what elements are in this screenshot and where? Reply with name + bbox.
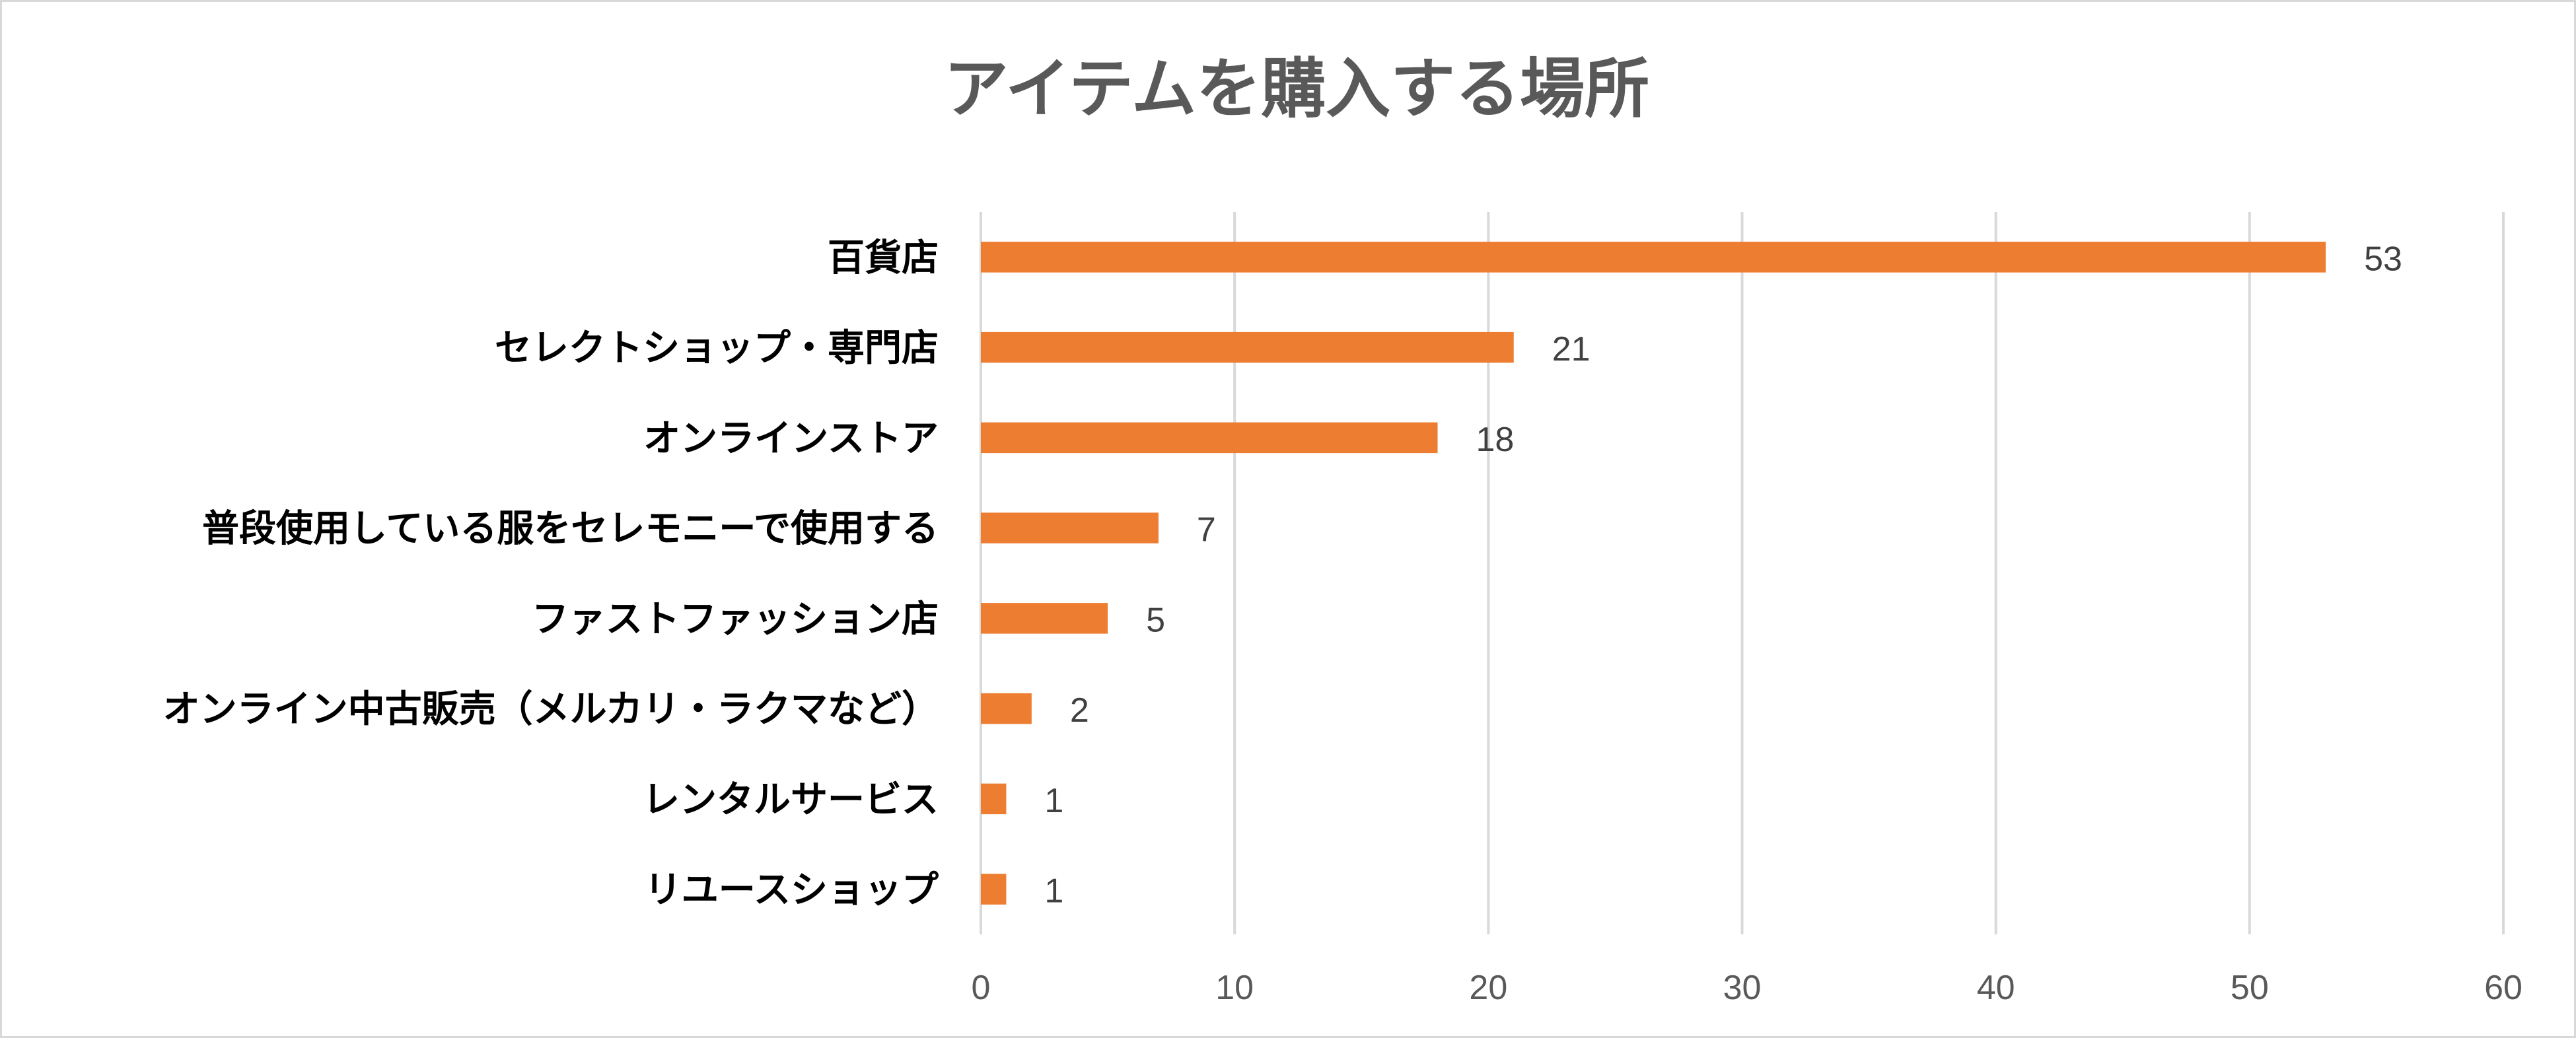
bar [981,874,1007,905]
bar [981,603,1108,634]
x-tick-label: 0 [972,969,991,1007]
category-label: 普段使用している服をセレモニーで使用する [202,508,939,551]
x-tick-label: 50 [2231,969,2269,1007]
category-label: 百貨店 [828,236,939,279]
x-axis-tick-labels: 0 10 20 30 40 50 60 [972,969,2522,1007]
bar [981,242,2326,273]
x-tick-label: 10 [1215,969,1254,1007]
bars [981,242,2326,905]
data-label: 21 [1552,330,1591,368]
bar [981,422,1438,454]
category-label: レンタルサービス [643,779,939,821]
category-label: セレクトショップ・専門店 [495,327,939,370]
data-label: 1 [1044,782,1063,820]
category-label: ファストファッション店 [532,598,939,641]
x-tick-label: 40 [1977,969,2015,1007]
bar [981,512,1159,543]
x-tick-label: 60 [2484,969,2522,1007]
category-labels: 百貨店セレクトショップ・専門店オンラインストア普段使用している服をセレモニーで使… [163,236,939,911]
bar [981,331,1514,363]
x-tick-label: 30 [1723,969,1762,1007]
category-label: オンラインストア [643,417,939,460]
chart-title: アイテムを購入する場所 [944,52,1649,127]
category-label: リユースショップ [645,869,939,912]
data-label: 2 [1070,691,1089,730]
bar [981,783,1007,815]
grid-lines [980,212,2505,934]
x-tick-label: 20 [1469,969,1507,1007]
data-label: 1 [1044,872,1063,911]
data-label: 7 [1197,511,1216,549]
bar [981,693,1032,724]
data-label: 5 [1146,601,1165,639]
data-label: 53 [2364,240,2402,278]
data-label: 18 [1476,421,1515,459]
category-label: オンライン中古販売（メルカリ・ラクマなど） [163,688,939,731]
